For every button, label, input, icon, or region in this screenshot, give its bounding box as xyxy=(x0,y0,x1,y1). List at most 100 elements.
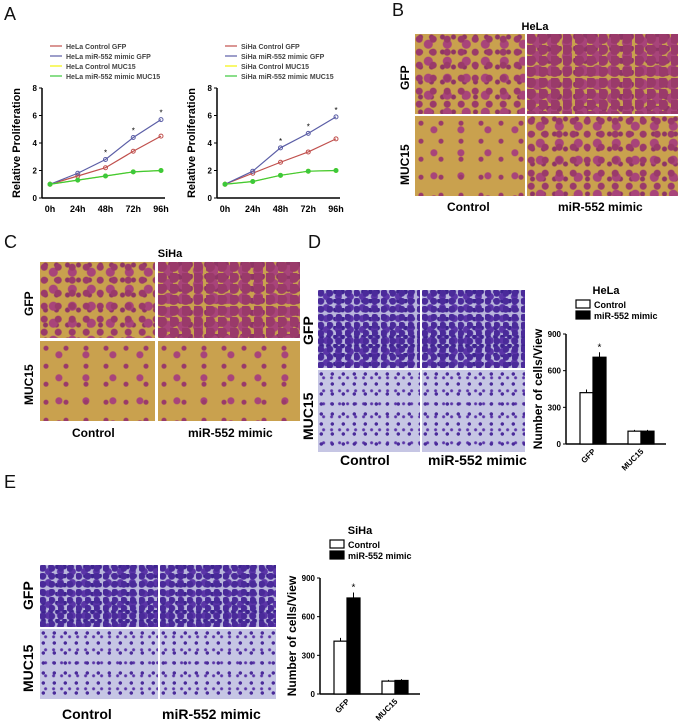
bar xyxy=(640,430,655,445)
significance-marker: * xyxy=(132,127,135,136)
legend-swatch xyxy=(575,310,591,320)
micrograph-siha-muc15-mimic xyxy=(158,341,300,421)
data-point xyxy=(278,145,283,151)
col-label: miR-552 mimic xyxy=(162,706,261,722)
x-tick-label: GFP xyxy=(579,447,597,465)
x-tick-label: 0h xyxy=(220,204,231,214)
y-tick-label: 4 xyxy=(208,139,213,148)
x-tick-label: 0h xyxy=(45,204,56,214)
series-line xyxy=(49,119,162,185)
data-point xyxy=(305,168,311,174)
data-point xyxy=(278,172,283,178)
significance-marker: * xyxy=(352,583,356,594)
data-point xyxy=(222,181,228,187)
y-axis-label: Relative Proliferation xyxy=(186,88,198,198)
x-tick-label: GFP xyxy=(333,697,351,715)
row-label: MUC15 xyxy=(398,144,412,185)
micrograph-siha-invasion-muc15-control xyxy=(40,629,158,699)
bar xyxy=(394,679,409,695)
micrograph-hela-muc15-control xyxy=(415,116,525,196)
legend-label: SiHa miR-552 mimic GFP xyxy=(241,54,325,61)
legend-label: SiHa Control GFP xyxy=(241,44,300,51)
data-point xyxy=(75,177,81,183)
significance-marker: * xyxy=(279,137,282,146)
y-tick-label: 8 xyxy=(33,84,38,93)
legend-swatch xyxy=(329,539,345,549)
col-label: miR-552 mimic xyxy=(188,426,273,440)
y-tick-label: 300 xyxy=(548,403,562,412)
col-label: Control xyxy=(72,426,115,440)
panel-label-d: D xyxy=(308,232,321,252)
y-tick-label: 0 xyxy=(311,690,316,699)
legend-label: HeLa Control GFP xyxy=(66,44,127,51)
panel-label-e: E xyxy=(4,472,17,492)
image-title-c: SiHa xyxy=(157,248,183,260)
data-point xyxy=(305,149,311,155)
x-tick-label: 24h xyxy=(245,204,261,214)
data-point xyxy=(103,173,108,179)
row-label: MUC15 xyxy=(22,364,36,405)
micrograph-siha-invasion-gfp-mimic xyxy=(160,565,276,627)
significance-marker: * xyxy=(334,106,337,115)
micrograph-hela-gfp-control xyxy=(415,34,525,114)
y-tick-label: 8 xyxy=(208,84,213,93)
data-point xyxy=(333,114,339,120)
data-point xyxy=(250,168,256,174)
legend-label: miR-552 mimic xyxy=(594,311,658,321)
x-tick-label: 48h xyxy=(273,204,289,214)
series-line xyxy=(224,116,337,185)
data-point xyxy=(333,168,339,173)
data-point xyxy=(130,135,136,140)
micrograph-hela-muc15-mimic xyxy=(527,116,678,196)
legend-label: HeLa miR-552 mimic GFP xyxy=(66,54,151,61)
significance-marker: * xyxy=(159,109,162,118)
micrograph-hela-invasion-muc15-control xyxy=(318,370,420,452)
col-label: Control xyxy=(447,200,490,214)
bar xyxy=(381,680,396,695)
y-tick-label: 2 xyxy=(208,167,213,176)
data-point xyxy=(103,157,108,162)
panel-label-c: C xyxy=(4,232,17,252)
legend-swatch xyxy=(575,299,591,309)
legend-label: HeLa miR-552 mimic MUC15 xyxy=(66,74,160,81)
y-tick-label: 6 xyxy=(33,112,38,121)
significance-marker: * xyxy=(104,149,107,158)
legend-label: Control xyxy=(348,540,380,550)
y-axis-label: Number of cells/View xyxy=(285,575,299,696)
x-tick-label: 72h xyxy=(125,204,141,214)
bar xyxy=(579,392,594,445)
data-point xyxy=(158,133,164,139)
panel-label-a: A xyxy=(4,4,17,24)
legend-label: HeLa Control MUC15 xyxy=(66,64,136,71)
y-tick-label: 900 xyxy=(302,574,316,583)
x-tick-label: 48h xyxy=(98,204,114,214)
bar xyxy=(346,597,361,695)
chart-title: SiHa xyxy=(348,525,373,537)
y-tick-label: 0 xyxy=(208,194,213,203)
micrograph-siha-gfp-mimic xyxy=(158,262,300,338)
hela-proliferation-chart: 0 2 4 6 8 0h 24h 48h 72h 96h Relative Proliferatio… xyxy=(11,44,169,214)
x-tick-label: MUC15 xyxy=(620,447,646,472)
series-line xyxy=(49,135,162,185)
data-point xyxy=(103,165,108,171)
bar xyxy=(627,430,642,445)
col-label: miR-552 mimic xyxy=(428,452,527,468)
x-tick-label: 72h xyxy=(300,204,316,214)
micrograph-hela-invasion-gfp-mimic xyxy=(422,290,525,368)
row-label: MUC15 xyxy=(20,644,36,692)
row-label: GFP xyxy=(22,291,36,316)
y-axis-label: Relative Proliferation xyxy=(11,88,23,198)
y-tick-label: 600 xyxy=(548,367,562,376)
series-line xyxy=(224,138,337,185)
bar xyxy=(333,640,348,695)
col-label: Control xyxy=(340,452,390,468)
micrograph-siha-muc15-control xyxy=(40,341,155,421)
data-point xyxy=(47,181,53,187)
y-tick-label: 0 xyxy=(557,440,562,449)
y-axis-label: Number of cells/View xyxy=(531,328,545,449)
y-tick-label: 600 xyxy=(302,613,316,622)
y-tick-label: 6 xyxy=(208,112,213,121)
y-tick-label: 0 xyxy=(33,194,38,203)
